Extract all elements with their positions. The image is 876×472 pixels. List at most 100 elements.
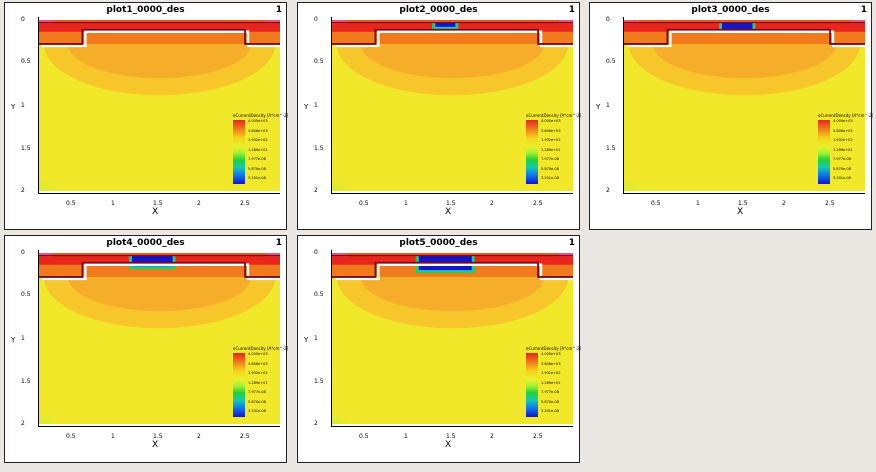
legend-value-label: 7.977e-08 — [248, 157, 266, 161]
y-tick-label: 2 — [606, 187, 610, 194]
y-axis-label: Y — [304, 103, 309, 111]
contact-boundary — [332, 28, 573, 45]
plot-panel-5[interactable]: plot5_0000_des 1 Y X eCurrentDensity [A*… — [297, 235, 582, 463]
white-contour-line — [42, 263, 280, 281]
panel-number: 1 — [568, 5, 575, 15]
y-tick-label: 0.5 — [21, 291, 31, 298]
lower-left-region — [39, 364, 112, 424]
x-tick-label: 2 — [197, 200, 201, 207]
x-tick-label: 1 — [111, 433, 115, 440]
depletion-blue-core — [435, 22, 456, 27]
y-tick-label: 2 — [21, 420, 25, 427]
x-tick-label: 1 — [696, 200, 700, 207]
lower-left-region — [624, 131, 697, 191]
legend-value-label: 4.005e+03 — [833, 119, 853, 123]
y-tick-label: 1.5 — [21, 145, 31, 152]
y-tick-label: 0 — [606, 16, 610, 23]
x-tick-label: 1 — [111, 200, 115, 207]
right-pink-spot — [850, 20, 865, 24]
x-tick-label: 1.5 — [446, 200, 456, 207]
panel-title: plot2_0000_des — [399, 5, 478, 15]
x-tick-label: 2.5 — [533, 433, 543, 440]
x-tick-label: 2 — [782, 200, 786, 207]
legend-colorbar — [526, 120, 538, 184]
x-axis — [38, 193, 280, 194]
x-tick-label: 2 — [197, 433, 201, 440]
x-tick-label: 0.5 — [359, 433, 369, 440]
contour-plot[interactable] — [39, 253, 280, 424]
x-tick-label: 1.5 — [153, 200, 163, 207]
x-axis-label: X — [445, 207, 452, 217]
surface-top-band — [332, 253, 573, 256]
legend-title: eCurrentDensity [A*cm^-2] — [233, 346, 289, 351]
panel-title: plot1_0000_des — [106, 5, 185, 15]
white-contour-line — [335, 263, 573, 281]
y-tick-label: 0.5 — [314, 58, 324, 65]
y-tick-label: 1 — [606, 102, 610, 109]
legend-value-label: 3.201e-08 — [833, 176, 851, 180]
x-axis-label: X — [737, 207, 744, 217]
contour-svg — [39, 253, 280, 424]
contact-boundary — [39, 261, 280, 278]
y-tick-label: 2 — [21, 187, 25, 194]
white-contour-line — [42, 30, 280, 48]
legend-value-label: 1.289e+01 — [541, 380, 561, 385]
legend-colorbar — [233, 120, 245, 184]
left-pink-spot — [332, 253, 347, 257]
y-tick-label: 1 — [21, 335, 25, 342]
legend-value-label: 1.289e+01 — [541, 147, 561, 152]
plot-panel-4[interactable]: plot4_0000_des 1 Y X eCurrentDensity [A*… — [4, 235, 289, 463]
lower-left-region — [39, 131, 112, 191]
panel-number: 1 — [568, 238, 575, 248]
x-tick-label: 2.5 — [825, 200, 835, 207]
legend-title: eCurrentDensity [A*cm^-2] — [526, 346, 582, 351]
legend-value-label: 3.806e+03 — [833, 128, 853, 133]
y-tick-label: 0 — [21, 249, 25, 256]
legend-value-label: 7.977e-08 — [541, 390, 559, 394]
x-tick-label: 2.5 — [240, 200, 250, 207]
plot-panel-2[interactable]: plot2_0000_des 1 Y X eCurrentDensity [A*… — [297, 2, 582, 230]
depletion-blue-core — [722, 22, 753, 31]
legend-value-label: 5.870e-08 — [248, 399, 266, 404]
left-pink-spot — [39, 253, 54, 257]
plot-panel-1[interactable]: plot1_0000_des 1 Y X eCurrentDensity [A*… — [4, 2, 289, 230]
legend-value-label: 1.289e+01 — [248, 147, 268, 152]
panel-number: 1 — [860, 5, 867, 15]
y-axis — [38, 17, 39, 193]
y-axis — [331, 250, 332, 426]
plot-panel-3[interactable]: plot3_0000_des 1 Y X eCurrentDensity [A*… — [589, 2, 873, 230]
legend-title: eCurrentDensity [A*cm^-2] — [233, 113, 289, 118]
x-axis-label: X — [445, 440, 452, 450]
legend-value-label: 3.806e+03 — [541, 128, 561, 133]
y-tick-label: 0.5 — [21, 58, 31, 65]
y-axis — [331, 17, 332, 193]
legend-value-label: 5.870e-08 — [248, 166, 266, 171]
white-contour-line — [335, 30, 573, 48]
legend-colorbar — [233, 353, 245, 417]
y-axis-label: Y — [11, 103, 16, 111]
x-tick-label: 0.5 — [66, 433, 76, 440]
legend-colorbar — [526, 353, 538, 417]
x-tick-label: 2 — [490, 433, 494, 440]
y-axis-label: Y — [304, 336, 309, 344]
legend-value-label: 4.005e+03 — [248, 352, 268, 356]
lower-left-region — [332, 131, 405, 191]
right-pink-spot — [558, 20, 573, 24]
legend-value-label: 1.932e+02 — [541, 371, 561, 375]
panel-title: plot3_0000_des — [691, 5, 770, 15]
x-axis — [623, 193, 865, 194]
legend-value-label: 3.201e-08 — [541, 409, 559, 413]
legend-value-label: 3.806e+03 — [541, 361, 561, 366]
legend-value-label: 1.932e+02 — [541, 138, 561, 142]
x-tick-label: 1.5 — [153, 433, 163, 440]
color-legend: eCurrentDensity [A*cm^-2] 4.005e+03 3.806… — [526, 346, 582, 417]
x-tick-label: 1.5 — [446, 433, 456, 440]
right-pink-spot — [558, 253, 573, 257]
legend-value-label: 1.289e+01 — [248, 380, 268, 385]
legend-title: eCurrentDensity [A*cm^-2] — [526, 113, 582, 118]
x-axis — [38, 426, 280, 427]
color-legend: eCurrentDensity [A*cm^-2] 4.005e+03 3.806… — [526, 113, 582, 184]
y-tick-label: 0.5 — [314, 291, 324, 298]
surface-top-band — [39, 253, 280, 256]
left-pink-spot — [39, 20, 54, 24]
